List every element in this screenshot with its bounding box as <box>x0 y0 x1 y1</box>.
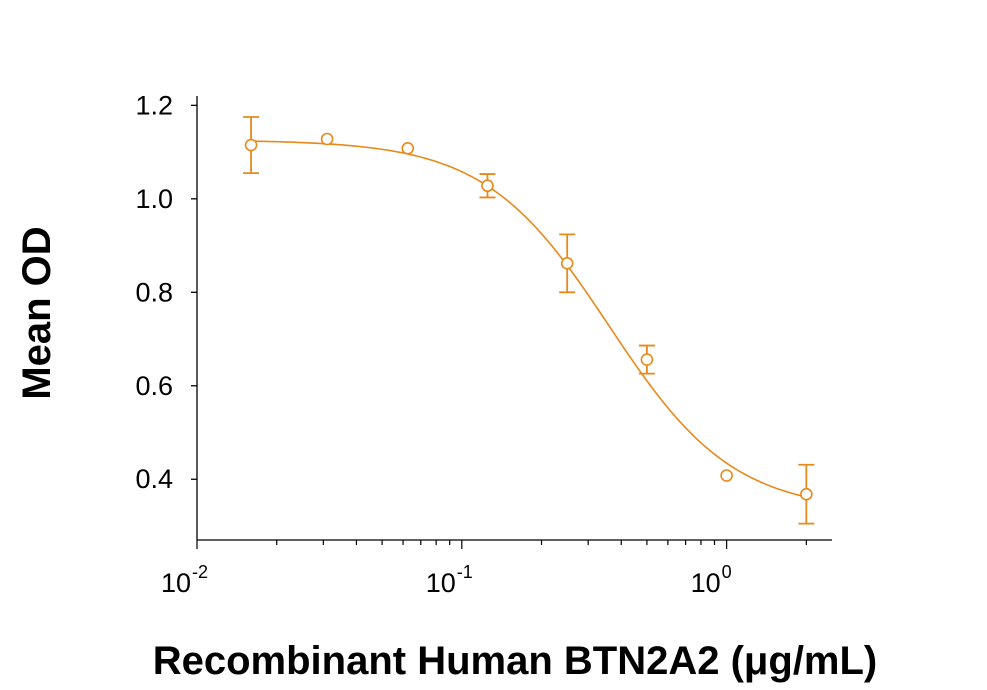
y-tick-label: 1.0 <box>135 184 173 214</box>
y-tick-label: 0.4 <box>135 464 173 494</box>
x-tick-label: 10 0 <box>691 562 732 598</box>
data-point-group <box>243 116 260 175</box>
data-point <box>800 487 813 501</box>
y-tick-label: 1.2 <box>135 90 173 120</box>
x-tick-label-base: 10 <box>426 568 456 598</box>
x-tick-label: 10 -1 <box>426 562 473 598</box>
fit-curve-layer <box>251 140 807 498</box>
data-point <box>481 179 494 193</box>
data-point-group <box>559 233 576 294</box>
y-axis-title: Mean OD <box>15 226 59 399</box>
axes <box>196 96 832 541</box>
y-tick-label: 0.6 <box>135 371 173 401</box>
fit-curve <box>251 140 807 498</box>
data-point-group <box>479 173 496 199</box>
ticks: 0.40.60.81.01.210 -2 10 -1 10 0 <box>135 90 807 598</box>
data-point-group <box>798 463 815 525</box>
data-points-layer <box>243 116 815 525</box>
x-tick-label-exponent: -1 <box>457 562 473 582</box>
data-point-group <box>401 142 415 155</box>
data-point-group <box>320 132 334 146</box>
x-tick-label-base: 10 <box>161 568 191 598</box>
x-tick-label: 10 -2 <box>161 562 208 598</box>
y-tick-label: 0.8 <box>135 277 173 307</box>
data-point <box>320 132 334 146</box>
data-point <box>720 469 733 482</box>
x-tick-label-exponent: 0 <box>722 562 732 582</box>
data-point <box>640 353 654 366</box>
x-tick-label-exponent: -2 <box>192 562 208 582</box>
data-point-group <box>720 469 733 482</box>
x-tick-label-base: 10 <box>691 568 721 598</box>
data-point <box>560 257 574 270</box>
data-point-group <box>638 344 655 375</box>
x-axis-title: Recombinant Human BTN2A2 (μg/mL) <box>153 639 878 683</box>
data-point <box>401 142 415 155</box>
data-point <box>244 138 258 152</box>
